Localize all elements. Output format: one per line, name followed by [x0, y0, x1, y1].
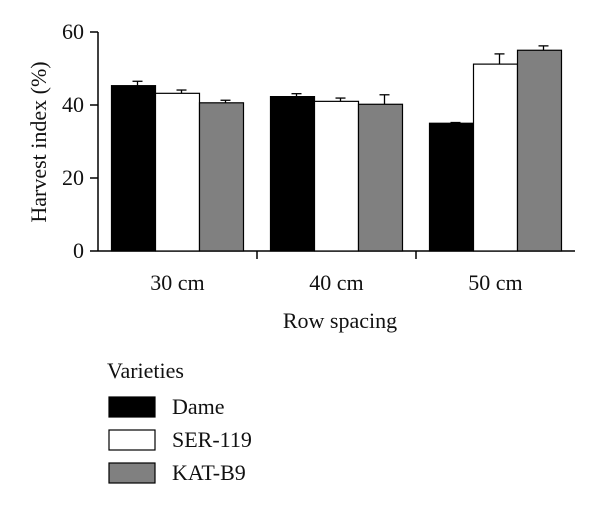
plot-area: 0 20 40 60 30 cm 40 cm 50 cm — [62, 19, 575, 295]
bar-ser-119 — [472, 63, 519, 252]
x-tick-label: 50 cm — [468, 270, 522, 295]
y-axis-label: Harvest index (%) — [26, 61, 51, 222]
legend: Varieties Dame SER-119 KAT-B9 — [107, 358, 252, 485]
bar-kat-b9 — [357, 103, 404, 252]
bar-ser-119 — [154, 92, 201, 252]
bar-kat-b9 — [516, 49, 563, 252]
legend-title: Varieties — [107, 358, 184, 383]
legend-swatch-ser-119 — [108, 429, 156, 451]
x-tick-label: 30 cm — [150, 270, 204, 295]
y-tick-label: 0 — [73, 238, 84, 263]
bar-dame — [269, 96, 316, 252]
legend-swatch-kat-b9 — [108, 462, 156, 484]
legend-label: Dame — [172, 394, 225, 419]
bar-dame — [428, 122, 475, 252]
x-axis-label: Row spacing — [283, 308, 397, 333]
y-tick-label: 60 — [62, 19, 84, 44]
bar-ser-119 — [313, 100, 360, 252]
legend-swatch-dame — [108, 396, 156, 418]
bar-dame — [110, 85, 157, 252]
y-tick-label: 20 — [62, 165, 84, 190]
y-tick-label: 40 — [62, 92, 84, 117]
bar-kat-b9 — [198, 102, 245, 252]
legend-label: SER-119 — [172, 427, 252, 452]
legend-label: KAT-B9 — [172, 460, 246, 485]
x-tick-label: 40 cm — [309, 270, 363, 295]
